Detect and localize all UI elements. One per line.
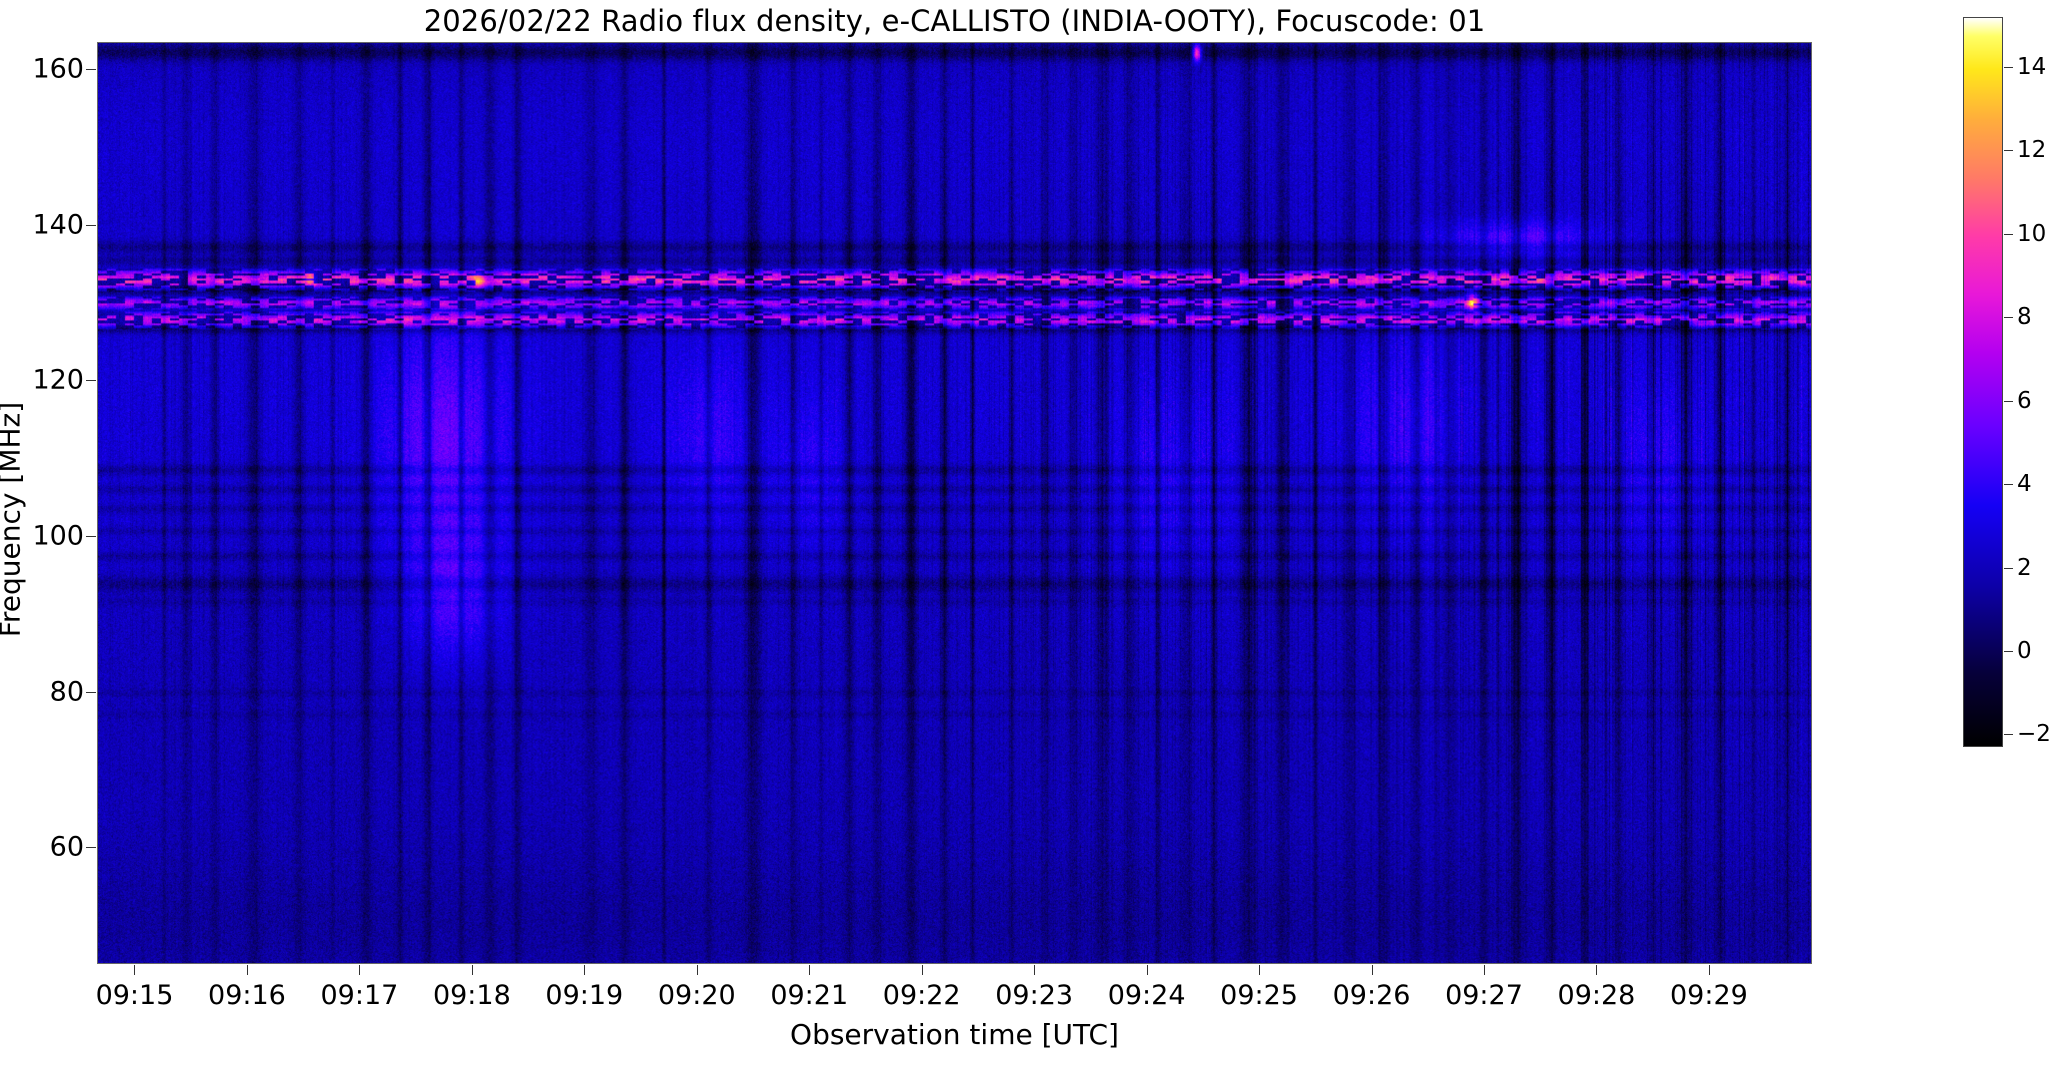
y-tick-label: 100 bbox=[32, 520, 84, 552]
x-tick-label: 09:20 bbox=[657, 980, 736, 1011]
colorbar-tick-mark bbox=[2004, 67, 2013, 69]
y-tick-mark bbox=[86, 380, 96, 382]
colorbar-tick-label: 14 bbox=[2017, 54, 2047, 81]
y-tick-label: 80 bbox=[49, 676, 84, 708]
x-tick-mark bbox=[246, 965, 248, 975]
x-tick-label: 09:26 bbox=[1332, 980, 1411, 1011]
x-tick-mark bbox=[696, 965, 698, 975]
colorbar-tick-mark bbox=[2004, 734, 2013, 736]
spectrogram-image bbox=[98, 43, 1811, 963]
x-tick-label: 09:21 bbox=[770, 980, 849, 1011]
x-tick-mark bbox=[1259, 965, 1261, 975]
x-tick-label: 09:23 bbox=[995, 980, 1074, 1011]
colorbar-tick-label: 0 bbox=[2017, 638, 2032, 665]
x-tick-label: 09:24 bbox=[1107, 980, 1186, 1011]
x-tick-mark bbox=[921, 965, 923, 975]
y-tick-label: 160 bbox=[32, 53, 84, 85]
x-tick-mark bbox=[584, 965, 586, 975]
x-tick-label: 09:16 bbox=[208, 980, 286, 1011]
x-tick-mark bbox=[1708, 965, 1710, 975]
colorbar-tick-mark bbox=[2004, 567, 2013, 569]
x-tick-mark bbox=[1371, 965, 1373, 975]
x-tick-mark bbox=[809, 965, 811, 975]
colorbar[interactable] bbox=[1963, 17, 2003, 747]
y-tick-label: 140 bbox=[32, 209, 84, 241]
y-tick-label: 120 bbox=[32, 364, 84, 396]
y-tick-mark bbox=[86, 69, 96, 71]
x-tick-mark bbox=[1596, 965, 1598, 975]
spectrogram-axes[interactable] bbox=[97, 42, 1812, 964]
y-tick-mark bbox=[86, 847, 96, 849]
colorbar-tick-mark bbox=[2004, 150, 2013, 152]
colorbar-tick-mark bbox=[2004, 233, 2013, 235]
x-tick-label: 09:27 bbox=[1445, 980, 1523, 1011]
y-tick-mark bbox=[86, 536, 96, 538]
colorbar-tick-label: 8 bbox=[2017, 304, 2032, 331]
x-tick-label: 09:18 bbox=[432, 980, 511, 1011]
y-tick-mark bbox=[86, 691, 96, 693]
colorbar-tick-mark bbox=[2004, 317, 2013, 319]
x-tick-mark bbox=[471, 965, 473, 975]
figure-title: 2026/02/22 Radio flux density, e-CALLIST… bbox=[423, 4, 1486, 38]
colorbar-tick-label: 4 bbox=[2017, 471, 2032, 498]
x-tick-label: 09:15 bbox=[95, 980, 174, 1011]
colorbar-tick-label: 12 bbox=[2017, 137, 2047, 164]
x-tick-mark bbox=[359, 965, 361, 975]
y-tick-label: 60 bbox=[49, 831, 84, 863]
colorbar-tick-label: 2 bbox=[2017, 554, 2032, 581]
x-tick-mark bbox=[1483, 965, 1485, 975]
x-tick-label: 09:22 bbox=[882, 980, 961, 1011]
colorbar-tick-mark bbox=[2004, 651, 2013, 653]
x-tick-label: 09:19 bbox=[545, 980, 624, 1011]
colorbar-tick-label: −2 bbox=[2017, 721, 2051, 748]
colorbar-tick-mark bbox=[2004, 400, 2013, 402]
colorbar-tick-label: 6 bbox=[2017, 387, 2032, 414]
x-tick-label: 09:28 bbox=[1557, 980, 1636, 1011]
colorbar-gradient bbox=[1964, 18, 2002, 746]
y-tick-mark bbox=[86, 224, 96, 226]
x-tick-label: 09:29 bbox=[1670, 980, 1748, 1011]
x-axis-label: Observation time [UTC] bbox=[790, 1018, 1119, 1051]
colorbar-tick-mark bbox=[2004, 484, 2013, 486]
x-tick-mark bbox=[134, 965, 136, 975]
x-tick-mark bbox=[1034, 965, 1036, 975]
x-tick-label: 09:25 bbox=[1220, 980, 1298, 1011]
colorbar-tick-label: 10 bbox=[2017, 220, 2047, 247]
y-axis-label: Frequency [MHz] bbox=[0, 401, 27, 638]
x-tick-label: 09:17 bbox=[320, 980, 399, 1011]
x-tick-mark bbox=[1146, 965, 1148, 975]
